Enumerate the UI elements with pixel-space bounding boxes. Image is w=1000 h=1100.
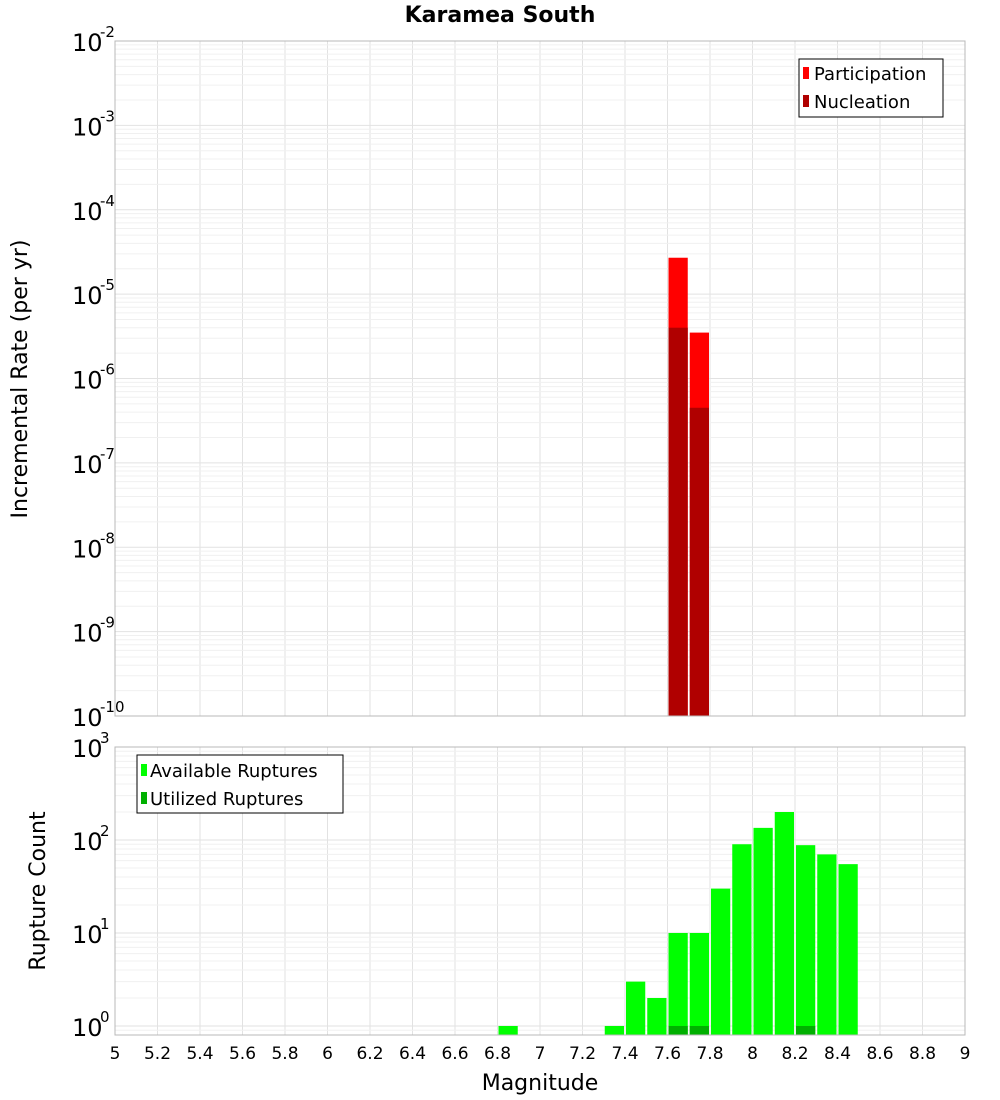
bar-count-s0-8 bbox=[753, 827, 773, 1035]
xtick-label-11: 7.2 bbox=[569, 1044, 596, 1064]
bar-count-s0-3 bbox=[647, 997, 667, 1035]
bar-count-s0-0 bbox=[498, 1025, 518, 1035]
legend-swatch-participation bbox=[803, 67, 809, 79]
rate-ytick-label-2: 10 bbox=[72, 535, 103, 563]
count-ytick-exp-1: 1 bbox=[100, 915, 110, 933]
legend-label-available: Available Ruptures bbox=[150, 761, 318, 782]
legend-swatch-utilized bbox=[141, 792, 147, 804]
rate-legend-box bbox=[798, 58, 944, 118]
legend-label-nucleation: Nucleation bbox=[814, 92, 910, 113]
rate-ytick-exp-6: -4 bbox=[100, 192, 115, 210]
rate-legend: Participation Nucleation bbox=[798, 58, 944, 118]
xtick-label-18: 8.6 bbox=[866, 1044, 893, 1064]
bar-count-s0-5 bbox=[689, 932, 709, 1035]
bar-count-s1-0 bbox=[668, 1025, 688, 1035]
x-axis-label: Magnitude bbox=[482, 1071, 599, 1096]
count-ytick-exp-3: 3 bbox=[100, 729, 110, 747]
rate-ytick-exp-8: -2 bbox=[100, 23, 115, 41]
bar-count-s0-12 bbox=[838, 864, 858, 1035]
bar-rate-s1-0 bbox=[668, 327, 688, 716]
bar-count-s1-2 bbox=[796, 1025, 816, 1035]
rate-plot-frame bbox=[114, 40, 966, 717]
bar-count-s0-9 bbox=[774, 812, 794, 1035]
rate-bars bbox=[668, 257, 709, 716]
bar-count-s0-1 bbox=[604, 1025, 624, 1035]
bar-count-s1-1 bbox=[689, 1025, 709, 1035]
xtick-label-3: 5.6 bbox=[229, 1044, 256, 1064]
xtick-label-19: 8.8 bbox=[909, 1044, 936, 1064]
count-bars bbox=[498, 812, 858, 1035]
bar-rate-s1-1 bbox=[689, 407, 709, 716]
xtick-label-6: 6.2 bbox=[356, 1044, 383, 1064]
rate-ytick-exp-4: -6 bbox=[100, 361, 115, 379]
legend-swatch-available bbox=[141, 764, 147, 776]
rate-ytick-exp-3: -7 bbox=[100, 445, 115, 463]
bar-count-s0-6 bbox=[711, 888, 731, 1035]
bar-count-s0-7 bbox=[732, 844, 752, 1035]
count-ytick-exp-2: 2 bbox=[100, 822, 110, 840]
xtick-label-16: 8.2 bbox=[781, 1044, 808, 1064]
count-legend-box bbox=[136, 754, 344, 814]
rate-ytick-label-3: 10 bbox=[72, 451, 103, 479]
rate-ytick-exp-0: -10 bbox=[100, 698, 125, 716]
xtick-label-5: 6 bbox=[322, 1044, 333, 1064]
rate-ytick-label-6: 10 bbox=[72, 198, 103, 226]
count-ytick-label-1: 10 bbox=[72, 921, 103, 949]
xtick-label-15: 8 bbox=[747, 1044, 758, 1064]
rate-ytick-label-4: 10 bbox=[72, 367, 103, 395]
xtick-label-4: 5.8 bbox=[271, 1044, 298, 1064]
xtick-label-9: 6.8 bbox=[484, 1044, 511, 1064]
xtick-label-20: 9 bbox=[960, 1044, 971, 1064]
bar-count-s0-4 bbox=[668, 932, 688, 1035]
rate-grid bbox=[114, 40, 966, 717]
rate-ytick-exp-5: -5 bbox=[100, 276, 115, 294]
legend-swatch-nucleation bbox=[803, 95, 809, 107]
chart-title: Karamea South bbox=[405, 3, 596, 28]
xtick-label-2: 5.4 bbox=[186, 1044, 213, 1064]
xtick-label-10: 7 bbox=[535, 1044, 546, 1064]
legend-label-utilized: Utilized Ruptures bbox=[150, 789, 303, 810]
rate-ytick-exp-2: -8 bbox=[100, 529, 115, 547]
count-ytick-label-0: 10 bbox=[72, 1014, 103, 1042]
xtick-label-12: 7.4 bbox=[611, 1044, 638, 1064]
bar-count-s0-2 bbox=[626, 981, 646, 1035]
legend-label-participation: Participation bbox=[814, 64, 926, 85]
bar-count-s0-10 bbox=[796, 845, 816, 1035]
count-ytick-exp-0: 0 bbox=[100, 1008, 110, 1026]
count-plot-frame bbox=[114, 746, 966, 1036]
count-ytick-label-3: 10 bbox=[72, 735, 103, 763]
rate-ytick-exp-1: -9 bbox=[100, 614, 115, 632]
rate-y-axis-label: Incremental Rate (per yr) bbox=[8, 240, 33, 519]
xtick-label-1: 5.2 bbox=[144, 1044, 171, 1064]
count-legend: Available Ruptures Utilized Ruptures bbox=[136, 754, 344, 814]
x-ticks: 5 5.2 5.4 5.6 5.8 6 6.2 6.4 6.6 6.8 7 7.2 7.4 7.6 7.8 8… bbox=[110, 1044, 971, 1064]
bar-count-s0-11 bbox=[817, 854, 837, 1035]
xtick-label-13: 7.6 bbox=[654, 1044, 681, 1064]
xtick-label-8: 6.6 bbox=[441, 1044, 468, 1064]
xtick-label-0: 5 bbox=[110, 1044, 121, 1064]
rate-ytick-exp-7: -3 bbox=[100, 107, 115, 125]
count-ytick-label-2: 10 bbox=[72, 828, 103, 856]
xtick-label-14: 7.8 bbox=[696, 1044, 723, 1064]
rate-ytick-label-1: 10 bbox=[72, 620, 103, 648]
xtick-label-17: 8.4 bbox=[824, 1044, 851, 1064]
count-y-axis-label: Rupture Count bbox=[26, 811, 51, 971]
xtick-label-7: 6.4 bbox=[399, 1044, 426, 1064]
rate-ytick-label-0: 10 bbox=[72, 704, 103, 732]
rate-ytick-label-7: 10 bbox=[72, 113, 103, 141]
rate-ytick-label-8: 10 bbox=[72, 29, 103, 57]
rate-ytick-label-5: 10 bbox=[72, 282, 103, 310]
